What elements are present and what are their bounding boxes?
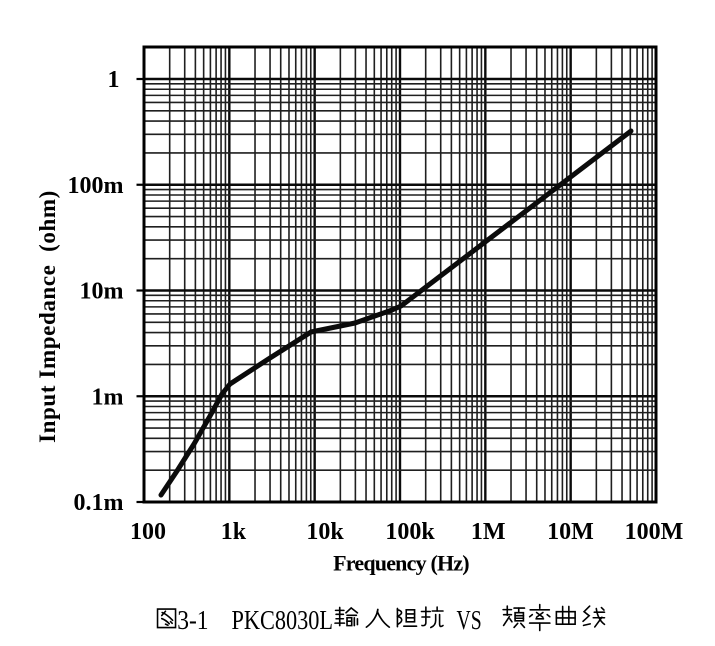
svg-text:VS: VS [457,606,482,636]
svg-text:Frequency (Hz): Frequency (Hz) [333,551,469,576]
svg-text:PKC8030L: PKC8030L [232,606,333,635]
svg-text:10k: 10k [306,519,344,545]
svg-text:1M: 1M [471,519,506,545]
svg-text:100M: 100M [625,519,684,545]
svg-text:1m: 1m [92,384,124,410]
svg-text:100: 100 [130,519,166,545]
svg-text:1k: 1k [221,519,247,545]
svg-text:0.1m: 0.1m [74,490,124,516]
svg-text:Input Impedance (ohm): Input Impedance (ohm) [35,190,60,443]
svg-text:100m: 100m [68,173,124,199]
svg-text:10m: 10m [80,279,124,305]
svg-text:100k: 100k [385,519,435,545]
svg-text:3-1: 3-1 [177,606,208,636]
svg-text:1: 1 [108,67,120,93]
svg-text:10M: 10M [547,519,594,545]
